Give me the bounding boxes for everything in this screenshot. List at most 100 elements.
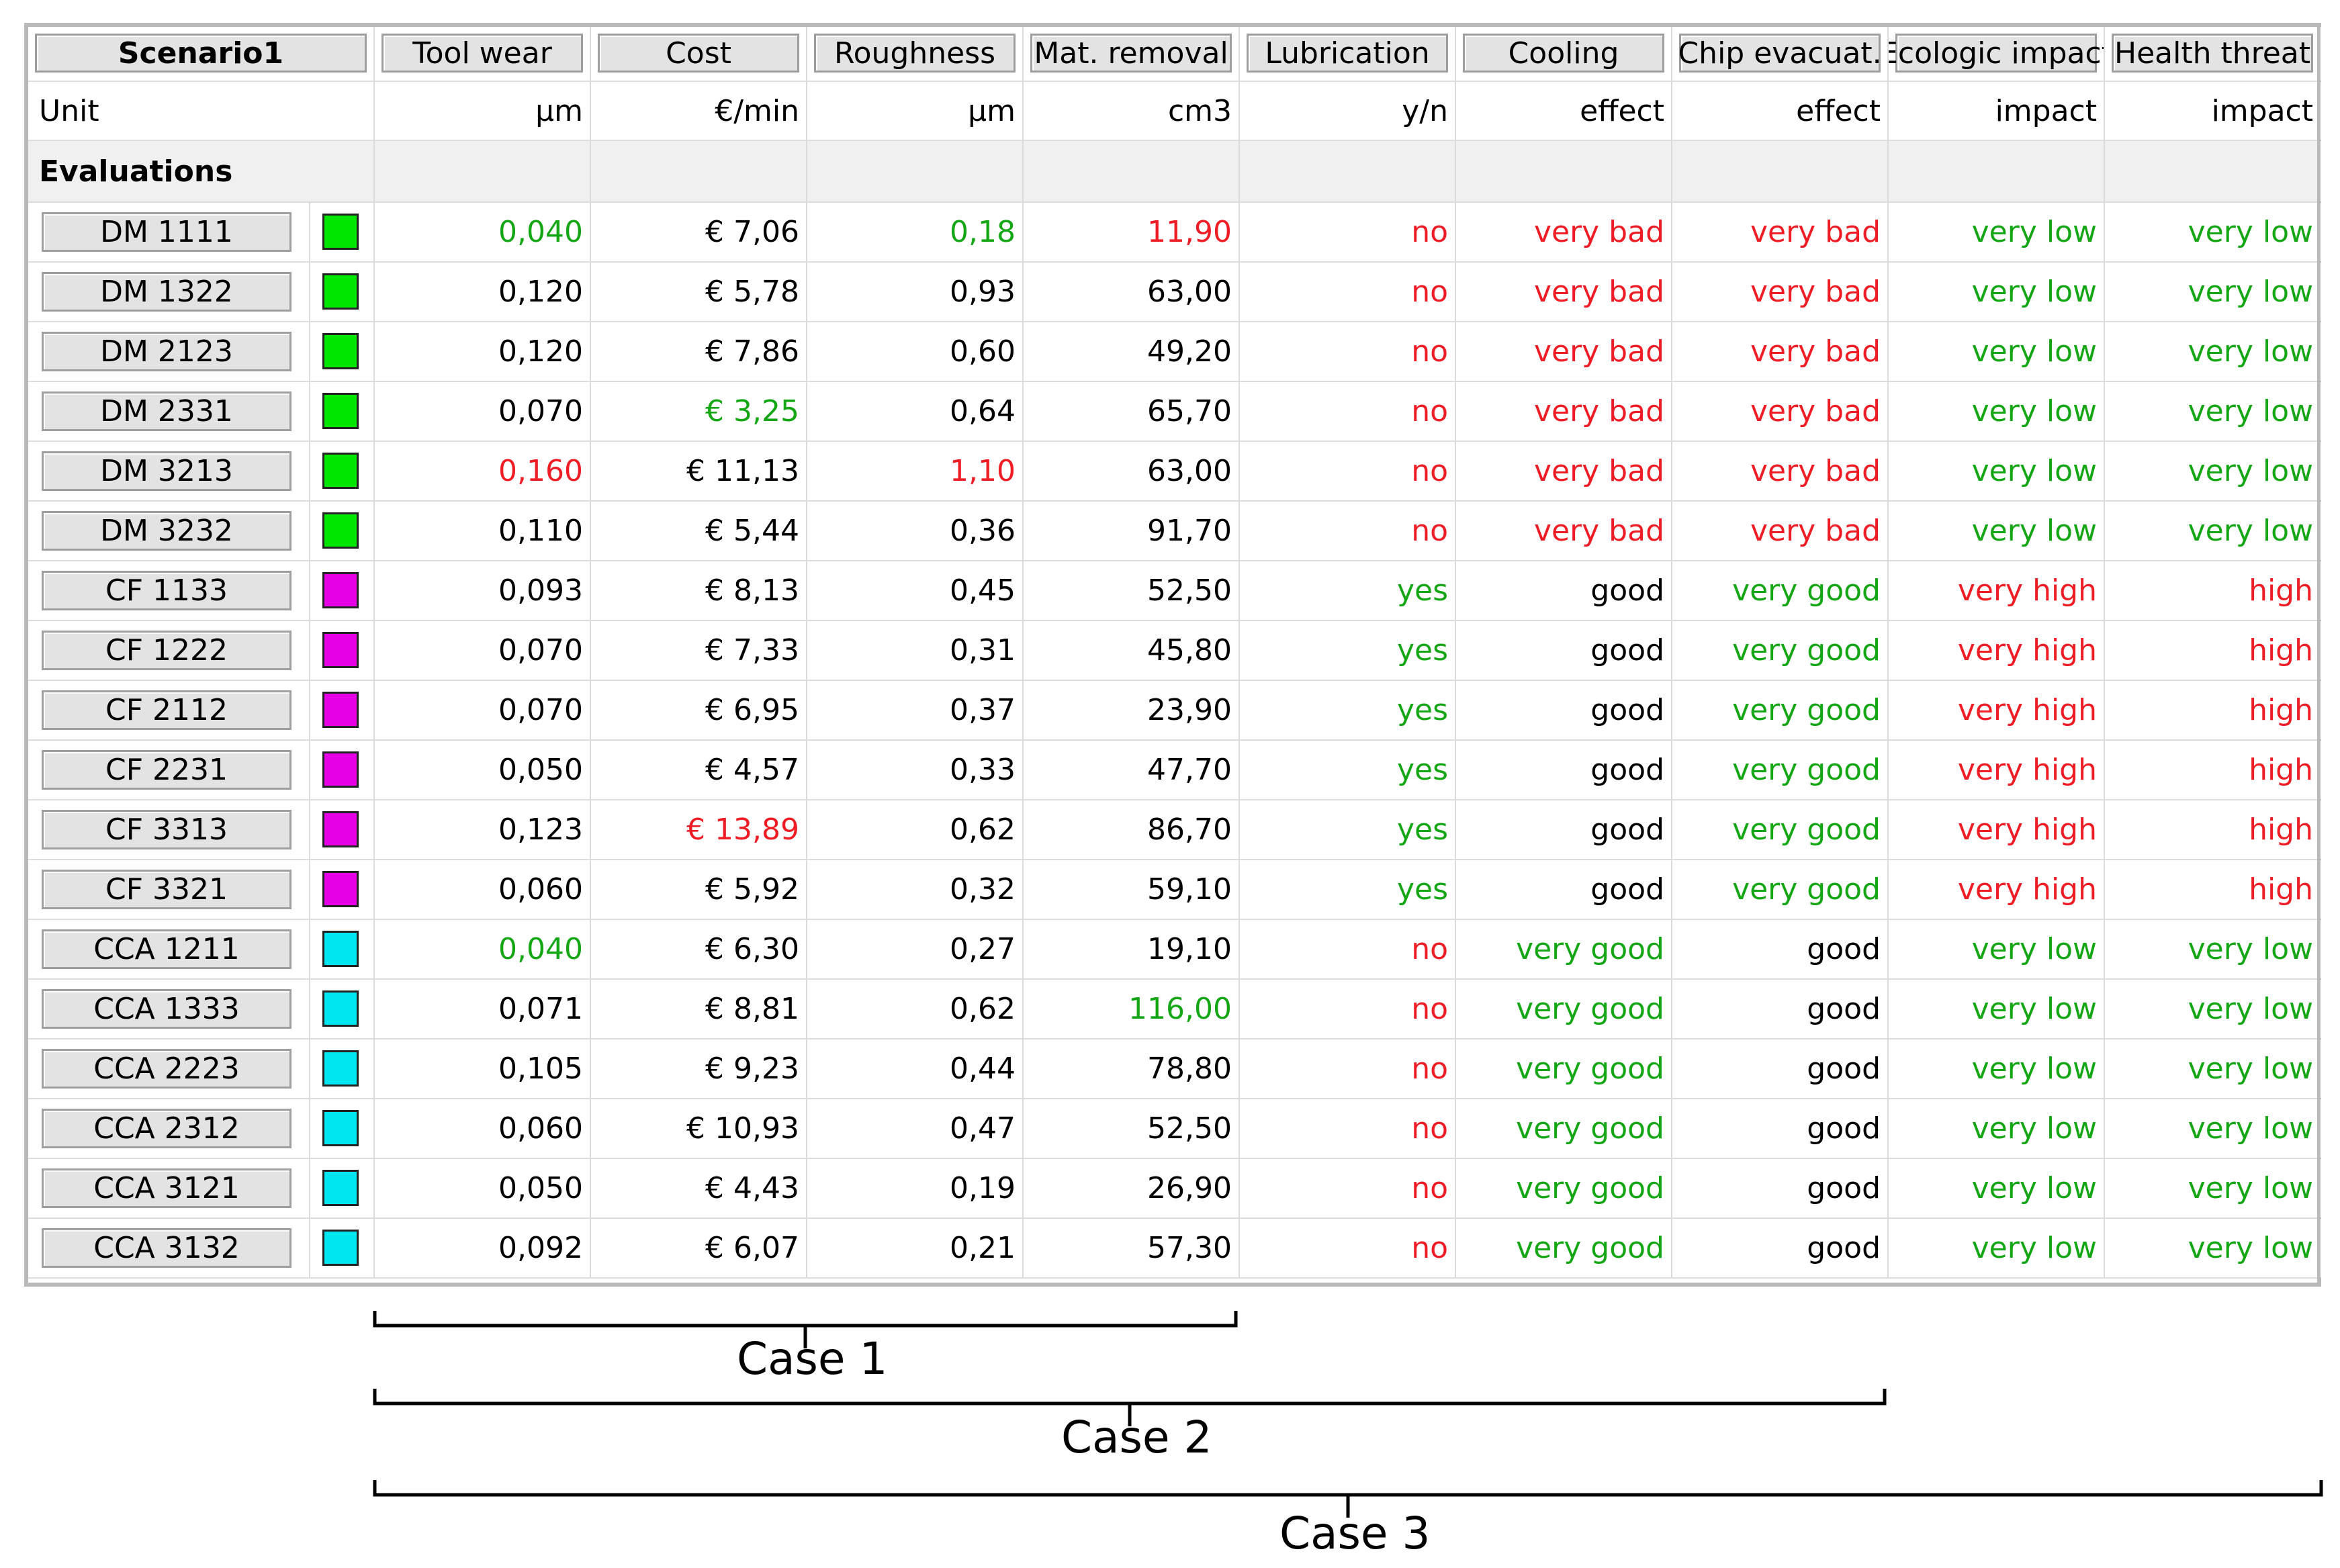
row-name-button[interactable]: DM 1322 xyxy=(42,272,291,312)
table-row[interactable]: DM 3232 0,110 € 5,44 0,36 91,70 no very bad ver… xyxy=(28,502,2321,561)
value-cell: very low xyxy=(2105,322,2321,381)
table-row[interactable]: DM 1111 0,040 € 7,06 0,18 11,90 no very bad ver… xyxy=(28,203,2321,263)
value-cell: 0,93 xyxy=(807,263,1024,321)
row-name-button[interactable]: DM 3232 xyxy=(42,511,291,551)
row-name-button[interactable]: CCA 2223 xyxy=(42,1049,291,1089)
value-cell: 0,120 xyxy=(375,263,591,321)
column-header-button[interactable]: Roughness xyxy=(814,34,1016,73)
value-cell: very low xyxy=(1889,1040,2105,1098)
table-row[interactable]: CCA 3132 0,092 € 6,07 0,21 57,30 no very good g… xyxy=(28,1219,2321,1279)
value-cell: very low xyxy=(1889,1099,2105,1158)
color-swatch[interactable] xyxy=(322,453,359,489)
color-swatch[interactable] xyxy=(322,512,359,549)
table-row[interactable]: DM 3213 0,160 € 11,13 1,10 63,00 no very bad ve… xyxy=(28,442,2321,502)
unit-cell: effect xyxy=(1456,82,1672,140)
row-name-button[interactable]: CF 3321 xyxy=(42,870,291,909)
value-cell: 0,37 xyxy=(807,681,1024,739)
row-name-button[interactable]: CF 2112 xyxy=(42,690,291,730)
value-cell: very good xyxy=(1456,920,1672,978)
section-cell xyxy=(807,141,1024,201)
color-swatch[interactable] xyxy=(322,1050,359,1087)
row-name-button[interactable]: CF 1222 xyxy=(42,631,291,670)
color-swatch[interactable] xyxy=(322,1170,359,1206)
column-header-button[interactable]: Chip evacuat. xyxy=(1678,34,1882,73)
table-row[interactable]: CF 2112 0,070 € 6,95 0,37 23,90 yes good very g… xyxy=(28,681,2321,741)
column-header-button[interactable]: Ecologic impact xyxy=(1889,34,2104,73)
case-brace xyxy=(373,1480,2323,1518)
row-name-button[interactable]: CF 2231 xyxy=(42,750,291,790)
row-name-cell: DM 3213 xyxy=(28,442,310,500)
table-row[interactable]: CF 3321 0,060 € 5,92 0,32 59,10 yes good very g… xyxy=(28,860,2321,920)
color-swatch[interactable] xyxy=(322,751,359,788)
row-name-button[interactable]: DM 3213 xyxy=(42,451,291,491)
value-cell: good xyxy=(1672,1099,1889,1158)
value-cell: very bad xyxy=(1456,322,1672,381)
row-swatch-cell xyxy=(310,1159,375,1217)
row-name-button[interactable]: CCA 3132 xyxy=(42,1228,291,1268)
value-cell: no xyxy=(1240,1099,1456,1158)
row-name-button[interactable]: CCA 1333 xyxy=(42,989,291,1029)
row-name-cell: DM 3232 xyxy=(28,502,310,560)
column-header-button[interactable]: Lubrication xyxy=(1247,34,1448,73)
color-swatch[interactable] xyxy=(322,931,359,967)
row-name-button[interactable]: CF 3313 xyxy=(42,810,291,849)
table-row[interactable]: DM 1322 0,120 € 5,78 0,93 63,00 no very bad ver… xyxy=(28,263,2321,322)
row-name-cell: CCA 1333 xyxy=(28,980,310,1038)
column-header-button[interactable]: Tool wear xyxy=(381,34,583,73)
unit-cell: impact xyxy=(1889,82,2105,140)
table-row[interactable]: CCA 2312 0,060 € 10,93 0,47 52,50 no very good… xyxy=(28,1099,2321,1159)
color-swatch[interactable] xyxy=(322,273,359,310)
table-row[interactable]: CF 1133 0,093 € 8,13 0,45 52,50 yes good very g… xyxy=(28,561,2321,621)
value-cell: 116,00 xyxy=(1024,980,1240,1038)
color-swatch[interactable] xyxy=(322,811,359,847)
table-row[interactable]: CF 2231 0,050 € 4,57 0,33 47,70 yes good very g… xyxy=(28,741,2321,800)
row-name-button[interactable]: CCA 3121 xyxy=(42,1168,291,1208)
row-swatch-cell xyxy=(310,800,375,859)
color-swatch[interactable] xyxy=(322,333,359,369)
value-cell: very bad xyxy=(1672,263,1889,321)
value-cell: 0,160 xyxy=(375,442,591,500)
value-cell: 0,45 xyxy=(807,561,1024,620)
color-swatch[interactable] xyxy=(322,393,359,429)
color-swatch[interactable] xyxy=(322,214,359,250)
row-name-button[interactable]: DM 1111 xyxy=(42,212,291,252)
value-cell: very bad xyxy=(1456,442,1672,500)
color-swatch[interactable] xyxy=(322,572,359,608)
column-header-button[interactable]: Cost xyxy=(598,34,799,73)
value-cell: very high xyxy=(1889,681,2105,739)
table-row[interactable]: CCA 2223 0,105 € 9,23 0,44 78,80 no very good g… xyxy=(28,1040,2321,1099)
color-swatch[interactable] xyxy=(322,692,359,728)
value-cell: € 6,95 xyxy=(591,681,807,739)
value-cell: good xyxy=(1456,860,1672,919)
color-swatch[interactable] xyxy=(322,990,359,1027)
color-swatch[interactable] xyxy=(322,1110,359,1146)
section-cell xyxy=(591,141,807,201)
value-cell: 0,120 xyxy=(375,322,591,381)
value-cell: € 6,30 xyxy=(591,920,807,978)
table-row[interactable]: CF 1222 0,070 € 7,33 0,31 45,80 yes good very g… xyxy=(28,621,2321,681)
color-swatch[interactable] xyxy=(322,871,359,907)
column-header-button[interactable]: Mat. removal xyxy=(1030,34,1232,73)
column-header-button[interactable]: Health threat xyxy=(2112,34,2313,73)
unit-cell: cm3 xyxy=(1024,82,1240,140)
row-name-button[interactable]: DM 2331 xyxy=(42,391,291,431)
table-row[interactable]: DM 2123 0,120 € 7,86 0,60 49,20 no very bad ver… xyxy=(28,322,2321,382)
column-header-button[interactable]: Cooling xyxy=(1463,34,1664,73)
row-name-button[interactable]: CCA 1211 xyxy=(42,929,291,969)
row-name-button[interactable]: DM 2123 xyxy=(42,332,291,371)
color-swatch[interactable] xyxy=(322,1230,359,1266)
value-cell: very bad xyxy=(1672,203,1889,261)
scenario-button[interactable]: Scenario1 xyxy=(35,34,367,73)
row-swatch-cell xyxy=(310,502,375,560)
value-cell: 0,44 xyxy=(807,1040,1024,1098)
row-name-button[interactable]: CF 1133 xyxy=(42,571,291,610)
table-row[interactable]: CCA 3121 0,050 € 4,43 0,19 26,90 no very good g… xyxy=(28,1159,2321,1219)
table-row[interactable]: CCA 1333 0,071 € 8,81 0,62 116,00 no very good… xyxy=(28,980,2321,1040)
color-swatch[interactable] xyxy=(322,632,359,668)
value-cell: very bad xyxy=(1672,502,1889,560)
table-row[interactable]: CF 3313 0,123 € 13,89 0,62 86,70 yes good very … xyxy=(28,800,2321,860)
row-swatch-cell xyxy=(310,561,375,620)
table-row[interactable]: CCA 1211 0,040 € 6,30 0,27 19,10 no very good g… xyxy=(28,920,2321,980)
row-name-button[interactable]: CCA 2312 xyxy=(42,1109,291,1148)
table-row[interactable]: DM 2331 0,070 € 3,25 0,64 65,70 no very bad ver… xyxy=(28,382,2321,442)
